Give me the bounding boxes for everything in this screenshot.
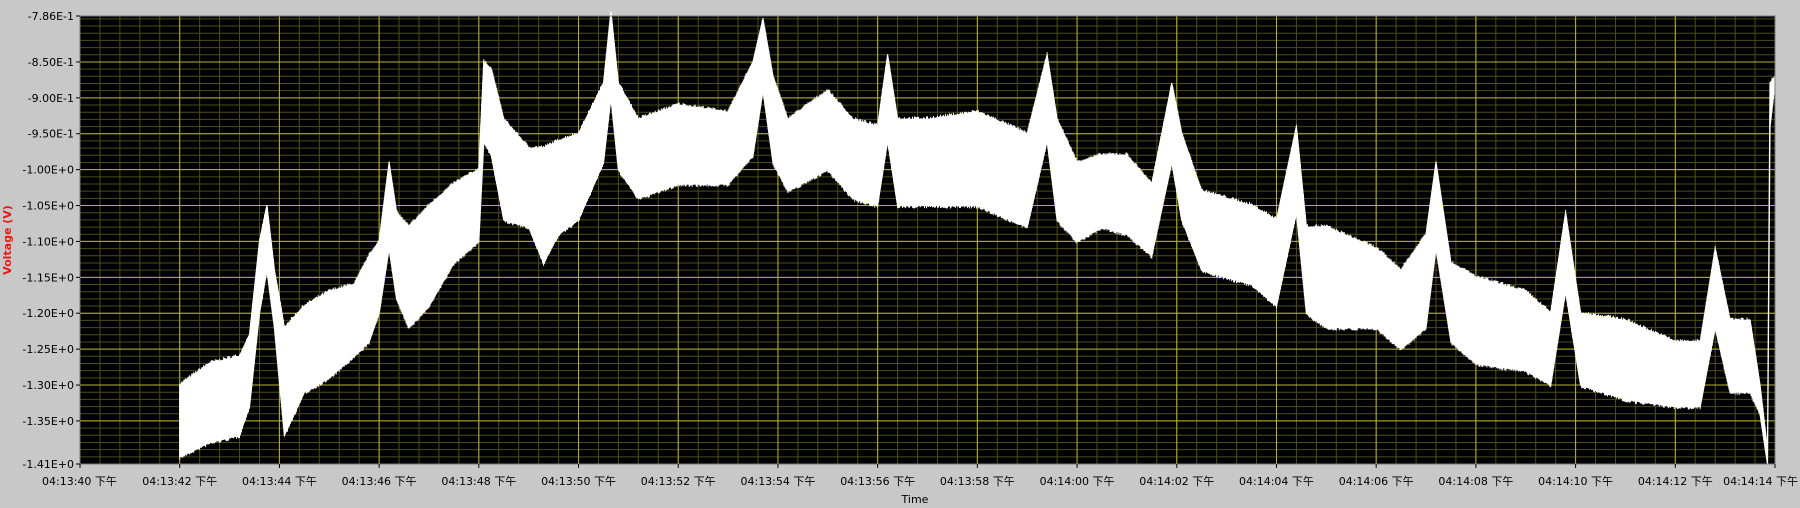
y-tick-label: -1.25E+0 [22, 343, 74, 356]
y-tick-label: -1.20E+0 [22, 307, 74, 320]
y-axis-ticks: -7.86E-1 -8.50E-1 -9.00E-1 -9.50E-1 -1.00E+0… [22, 10, 80, 471]
x-tick-label: 04:14:04 下午 [1239, 475, 1314, 488]
x-tick-label: 04:13:56 下午 [840, 475, 915, 488]
plot-border [79, 15, 1776, 465]
x-tick-label: 04:14:08 下午 [1438, 475, 1513, 488]
y-tick-label: -1.15E+0 [22, 271, 74, 284]
voltage-trace-noise [179, 14, 1776, 463]
x-tick-label: 04:13:50 下午 [541, 475, 616, 488]
y-tick-label: -1.41E+0 [22, 458, 74, 471]
x-tick-label: 04:13:42 下午 [142, 475, 217, 488]
x-tick-label: 04:14:12 下午 [1638, 475, 1713, 488]
y-tick-label: -1.10E+0 [22, 235, 74, 248]
y-tick-label: -9.50E-1 [28, 128, 74, 141]
y-tick-label: -1.30E+0 [22, 379, 74, 392]
x-tick-label: 04:13:52 下午 [641, 475, 716, 488]
x-tick-label: 04:14:06 下午 [1339, 475, 1414, 488]
y-tick-label: -9.00E-1 [28, 92, 74, 105]
y-tick-label: -8.50E-1 [28, 56, 74, 69]
x-tick-label: 04:14:00 下午 [1040, 475, 1115, 488]
x-axis-ticks: 04:13:40 下午 04:13:42 下午 04:13:44 下午 04:13:4… [42, 464, 1798, 488]
x-tick-label: 04:14:10 下午 [1538, 475, 1613, 488]
x-tick-label: 04:13:44 下午 [242, 475, 317, 488]
x-tick-label: 04:13:40 下午 [42, 475, 117, 488]
y-axis-label: Voltage (V) [1, 205, 14, 275]
x-tick-label: 04:13:48 下午 [441, 475, 516, 488]
x-tick-label: 04:13:46 下午 [342, 475, 417, 488]
y-tick-label: -1.00E+0 [22, 164, 74, 177]
x-axis-label: Time [901, 493, 929, 504]
x-tick-label: 04:14:14 下午 [1723, 475, 1798, 488]
x-tick-label: 04:13:54 下午 [740, 475, 815, 488]
x-tick-label: 04:13:58 下午 [940, 475, 1015, 488]
x-tick-label: 04:14:02 下午 [1139, 475, 1214, 488]
y-tick-label: -7.86E-1 [28, 10, 74, 23]
y-tick-label: -1.35E+0 [22, 415, 74, 428]
y-tick-label: -1.05E+0 [22, 200, 74, 213]
